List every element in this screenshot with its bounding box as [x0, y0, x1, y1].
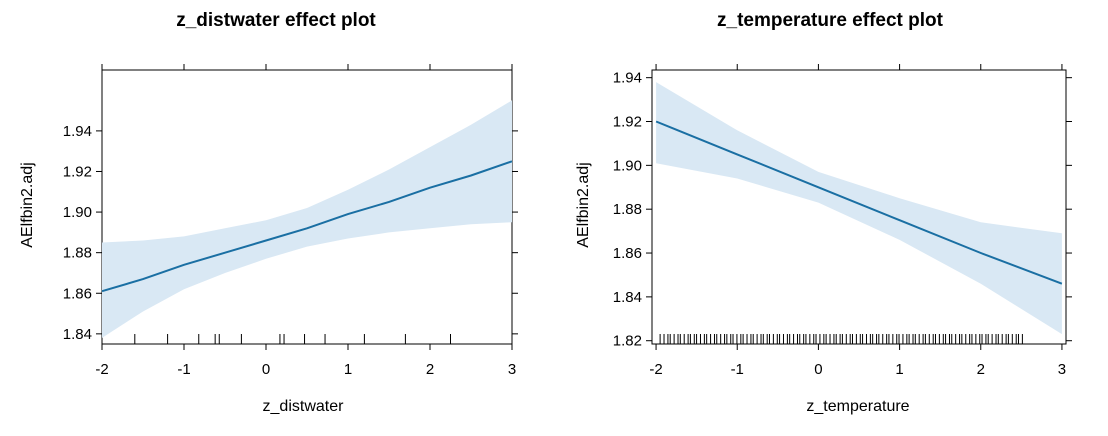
- x-axis-label: z_temperature: [806, 398, 909, 415]
- y-axis-label: AElfbin2.adj: [19, 162, 36, 247]
- x-tick-label: 3: [508, 361, 516, 378]
- confidence-band: [656, 82, 1062, 335]
- x-tick-label: 2: [977, 361, 985, 378]
- rug-layer: [134, 334, 451, 344]
- effect-line: [101, 160, 513, 293]
- y-tick-label: 1.94: [63, 123, 92, 140]
- y-axis-label: AElfbin2.adj: [575, 162, 592, 247]
- confidence-band-layer: [102, 100, 512, 338]
- x-tick-label: 2: [426, 361, 434, 378]
- x-tick-label: -2: [95, 361, 108, 378]
- effect-line: [655, 120, 1063, 285]
- y-tick-label: 1.86: [613, 245, 642, 262]
- x-tick-label: -1: [177, 361, 190, 378]
- y-tick-label: 1.84: [613, 289, 642, 306]
- y-tick-label: 1.88: [613, 201, 642, 218]
- x-tick-label: -2: [649, 361, 662, 378]
- axes-layer: -2 -1 0 1 2 3 1.84 1.86 1.88 1.90 1.92 1.94: [63, 64, 518, 378]
- y-tick-label: 1.90: [63, 204, 92, 221]
- x-tick-label: 1: [344, 361, 352, 378]
- y-tick-label: 1.88: [63, 245, 92, 262]
- x-tick-label: 0: [262, 361, 270, 378]
- effect-line-layer: [655, 120, 1063, 285]
- x-tick-label: -1: [731, 361, 744, 378]
- axes-layer: -2 -1 0 1 2 3 1.82 1.84 1.86 1.88 1.90 1.92 1.94: [613, 64, 1072, 378]
- panel-temperature: z_temperature effect plot z_temperature …: [575, 10, 1072, 415]
- chart-title: z_temperature effect plot: [717, 10, 944, 31]
- y-tick-label: 1.92: [63, 163, 92, 180]
- y-tick-label: 1.94: [613, 70, 642, 87]
- plot-frame: [651, 69, 1067, 345]
- y-tick-label: 1.86: [63, 285, 92, 302]
- x-tick-label: 3: [1058, 361, 1066, 378]
- y-tick-label: 1.92: [613, 114, 642, 131]
- x-tick-label: 0: [814, 361, 822, 378]
- y-tick-label: 1.90: [613, 157, 642, 174]
- effect-line-layer: [101, 160, 513, 293]
- rug-layer: [659, 334, 1023, 344]
- x-axis-label: z_distwater: [263, 398, 345, 415]
- y-tick-label: 1.82: [613, 333, 642, 350]
- chart-title: z_distwater effect plot: [176, 10, 376, 31]
- confidence-band: [102, 100, 512, 338]
- y-tick-label: 1.84: [63, 326, 92, 343]
- panel-distwater: z_distwater effect plot z_distwater AElf…: [19, 10, 518, 415]
- confidence-band-layer: [656, 82, 1062, 335]
- x-tick-label: 1: [895, 361, 903, 378]
